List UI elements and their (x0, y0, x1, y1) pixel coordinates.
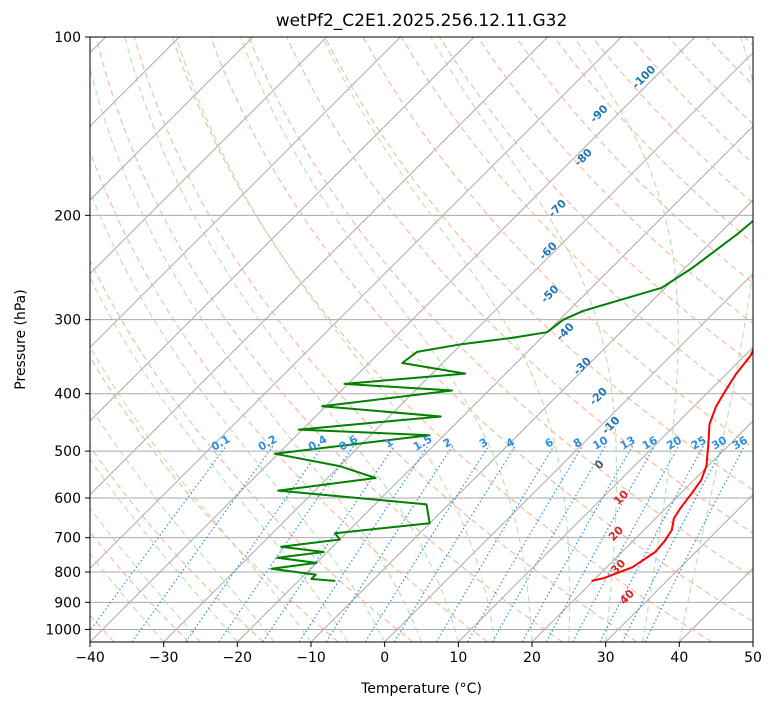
y-tick-label: 700 (54, 531, 81, 547)
moist-adiabat (90, 65, 423, 642)
mixing-ratio-line (325, 445, 454, 642)
mixing-ratio-line (521, 445, 634, 642)
y-tick-label: 600 (54, 491, 81, 507)
mixing-ratio-line (131, 445, 274, 642)
background-lines (90, 37, 753, 642)
dry-adiabat (248, 37, 753, 578)
x-tick-label: 0 (380, 650, 389, 666)
mixing-ratio-line (393, 445, 516, 642)
moist-adiabat (321, 37, 571, 642)
mixing-ratio-line (298, 445, 429, 642)
moist-adiabat (90, 276, 349, 642)
y-tick-label: 100 (54, 30, 81, 46)
isotherm-line (90, 37, 475, 422)
isotherm-line (90, 37, 622, 570)
profile-line (591, 347, 753, 582)
x-tick-label: −20 (223, 650, 253, 666)
moist-adiabat (90, 507, 201, 642)
dry-adiabat (209, 37, 753, 623)
isotherm-line (90, 37, 254, 201)
y-tick-label: 1000 (45, 622, 81, 638)
mixing-ratio-line (364, 445, 490, 642)
dry-adiabat (286, 37, 753, 534)
dry-adiabat (515, 37, 753, 284)
mixing-ratio-line (466, 445, 584, 642)
y-tick-label: 800 (54, 565, 81, 581)
isotherm-line (531, 420, 753, 642)
moist-adiabat (90, 553, 165, 642)
moist-adiabat (124, 37, 459, 642)
moist-adiabat (90, 189, 386, 642)
mixing-ratio-line (644, 445, 746, 642)
axes: −40 −30 −20 −10 0 10 20 30 40 50 100 200 300 400 500 60… (45, 30, 762, 666)
mixing-ratio-line (621, 445, 725, 642)
moist-adiabat (430, 37, 618, 642)
mixing-ratio-line (435, 445, 555, 642)
x-tick-label: 10 (449, 650, 467, 666)
isotherm-line (90, 37, 328, 275)
dry-adiabat (90, 355, 339, 642)
x-tick-label: −10 (296, 650, 326, 666)
isotherm-line (384, 272, 753, 642)
profile-line (270, 219, 753, 582)
moist-adiabat (239, 37, 533, 642)
isotherm-line (90, 37, 549, 496)
y-tick-label: 200 (54, 208, 81, 224)
x-tick-label: −30 (149, 650, 179, 666)
dry-adiabat (95, 37, 563, 642)
x-tick-label: 30 (597, 650, 615, 666)
isotherm-line (605, 493, 753, 642)
y-tick-label: 500 (54, 444, 81, 460)
moist-adiabat (175, 37, 496, 642)
x-tick-label: 50 (744, 650, 762, 666)
chart-title: wetPf2_C2E1.2025.256.12.11.G32 (276, 11, 568, 31)
isotherm-line (90, 37, 401, 349)
mixing-ratio-line (218, 445, 355, 642)
x-tick-label: 40 (670, 650, 688, 666)
dry-adiabat (90, 259, 414, 642)
mixing-ratio-line (545, 445, 656, 642)
y-axis-label: Pressure (hPa) (13, 289, 29, 389)
profile-lines (270, 219, 753, 582)
mixing-ratio-line (262, 445, 395, 642)
dry-adiabat (133, 37, 638, 642)
x-axis-label: Temperature (°C) (360, 681, 482, 697)
moist-adiabat (90, 458, 238, 642)
isotherm-line (236, 125, 753, 642)
moist-adiabat (678, 37, 753, 642)
mixing-ratio-line (185, 445, 324, 642)
x-tick-label: 20 (523, 650, 541, 666)
dry-adiabat (90, 445, 264, 642)
isotherm-line (457, 346, 753, 642)
x-tick-label: −40 (75, 650, 105, 666)
y-tick-label: 300 (54, 313, 81, 329)
moist-adiabat (573, 37, 679, 642)
isotherm-line (163, 51, 753, 642)
moist-adiabat (90, 345, 312, 642)
y-tick-label: 400 (54, 387, 81, 403)
y-tick-label: 900 (54, 595, 81, 611)
dry-adiabat (324, 37, 753, 491)
dry-adiabat (171, 37, 713, 642)
plot-frame (89, 36, 754, 643)
moist-adiabat (90, 405, 275, 642)
